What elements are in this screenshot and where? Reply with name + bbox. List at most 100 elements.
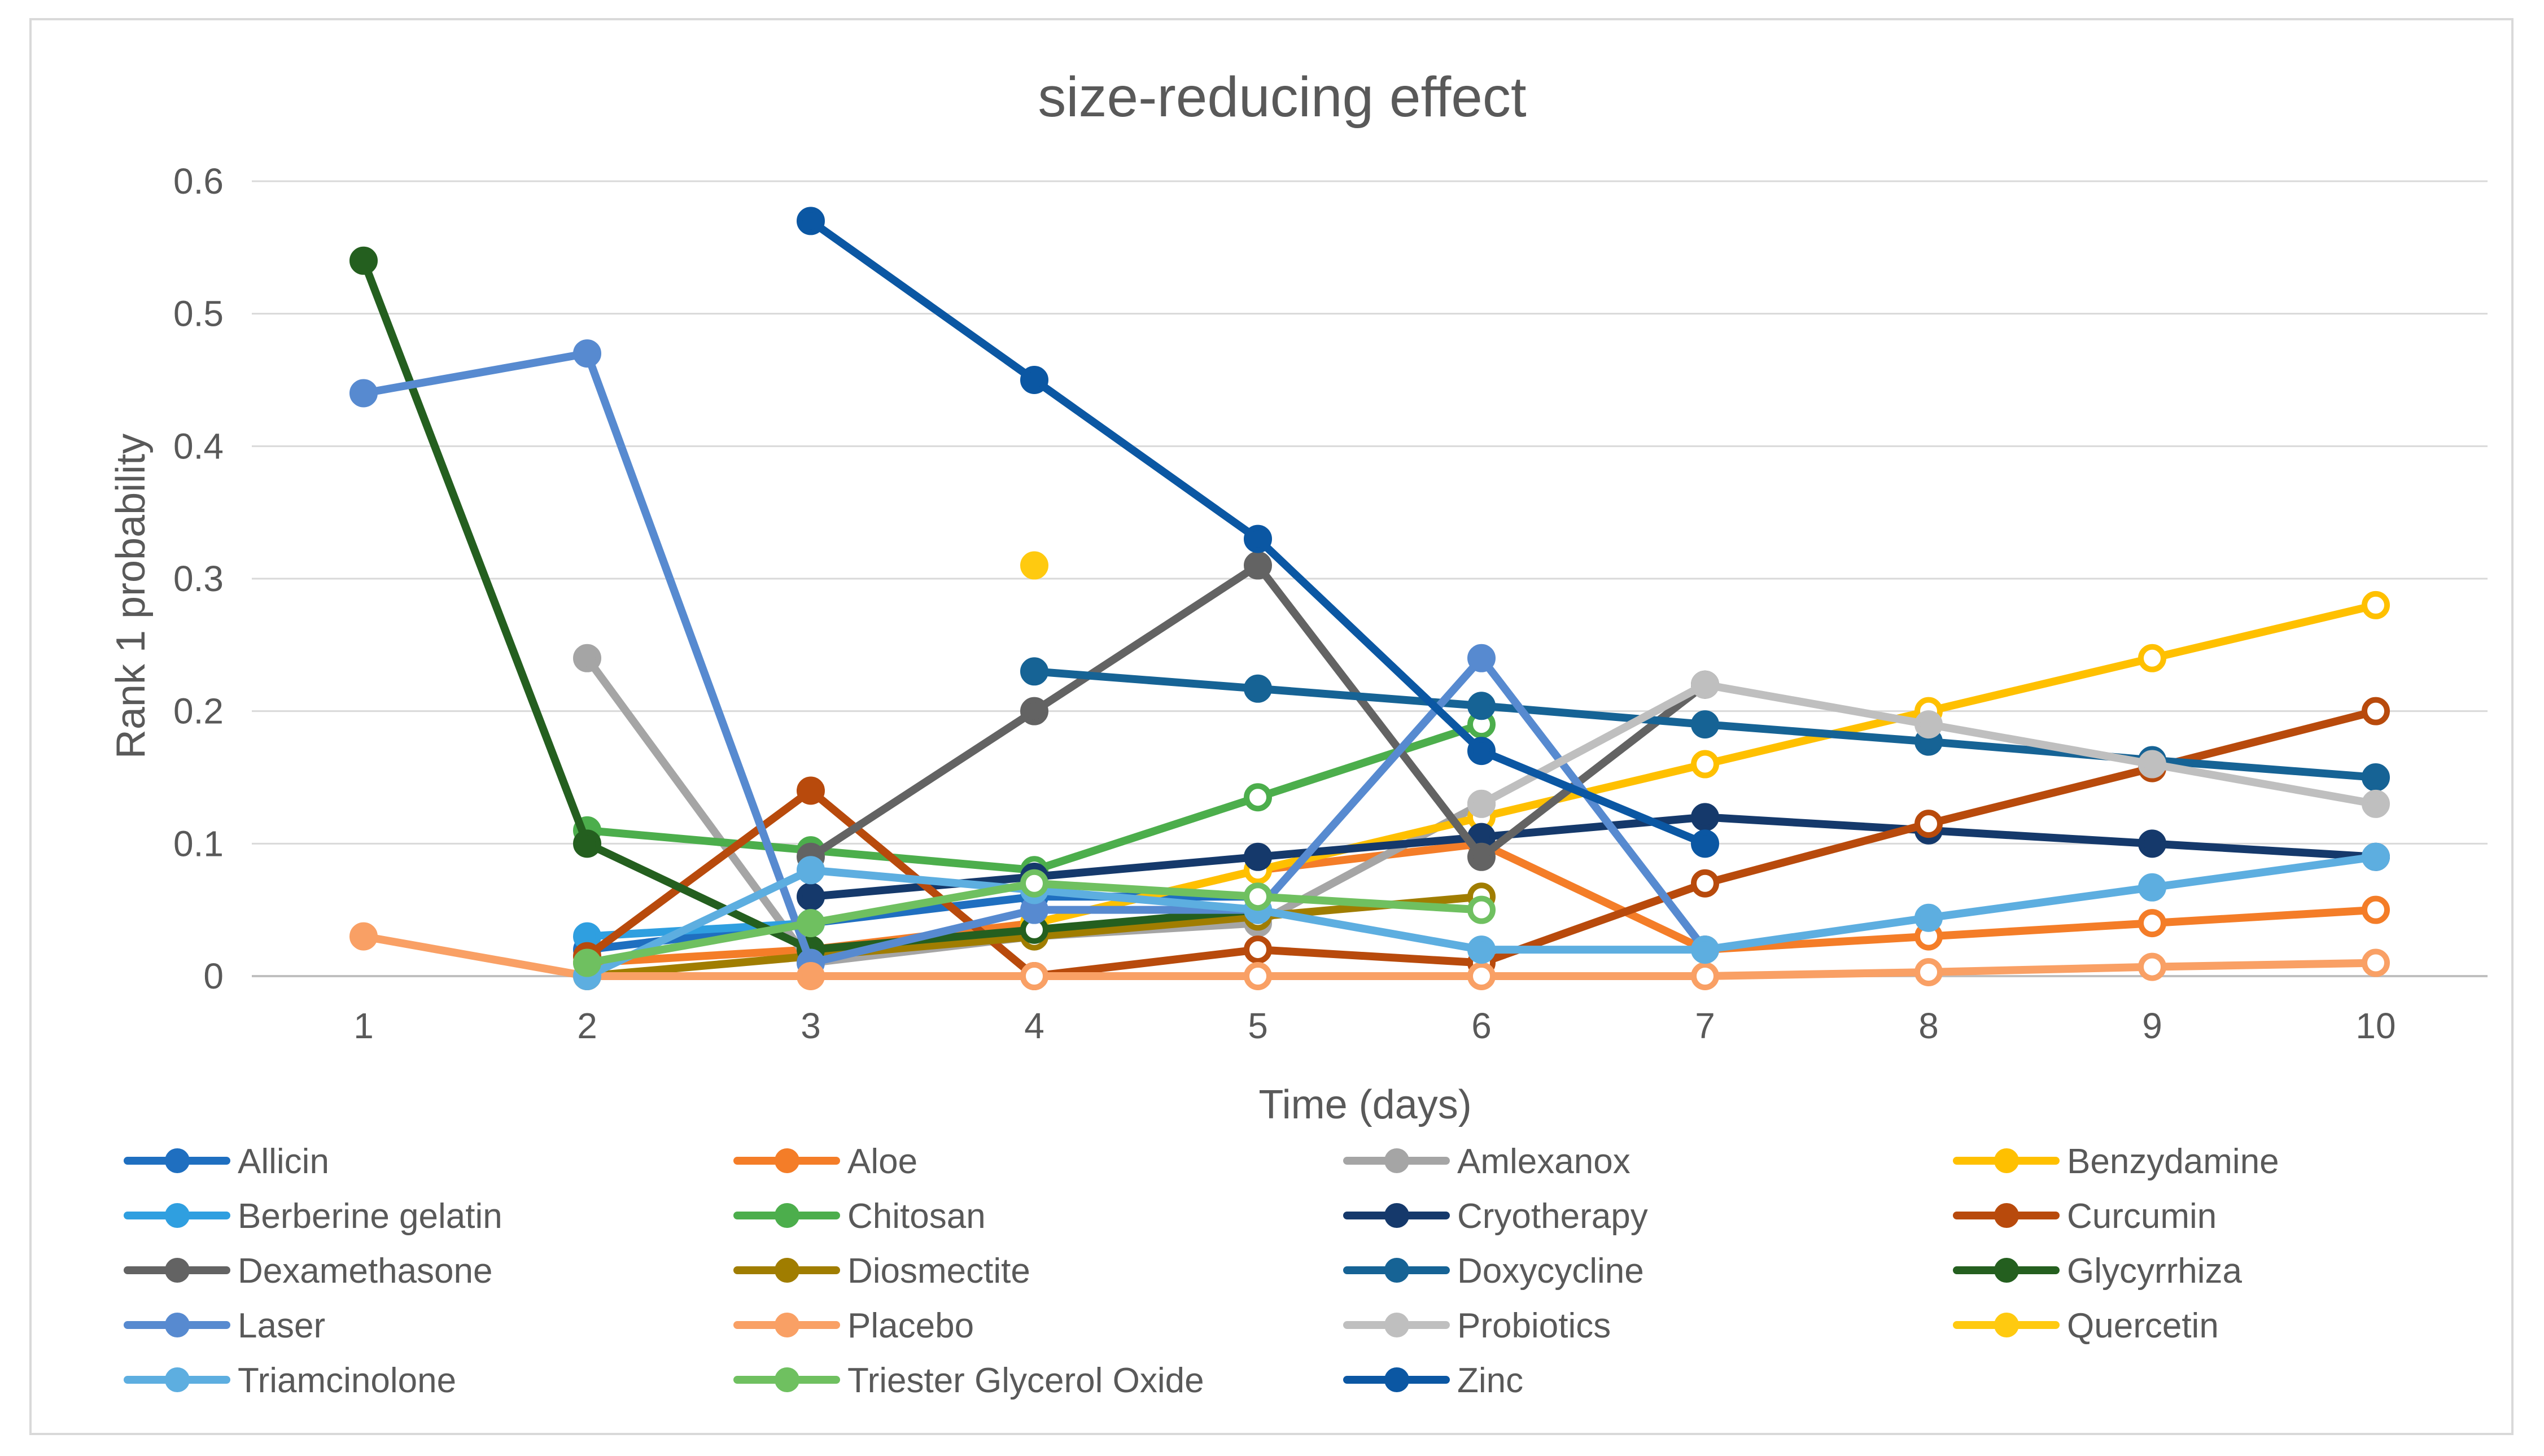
data-point [2362, 697, 2390, 725]
legend-label: Allicin [238, 1142, 329, 1181]
data-point [349, 922, 378, 951]
data-point [2138, 644, 2166, 672]
legend-item: Berberine gelatin [124, 1197, 502, 1236]
legend-label: Glycyrrhiza [2067, 1252, 2243, 1291]
legend-marker [1994, 1258, 2019, 1283]
legend-item: Zinc [1343, 1361, 1523, 1400]
data-point [1244, 674, 1272, 703]
y-tick-label: 0 [203, 956, 224, 996]
x-tick-label: 6 [1471, 1005, 1492, 1046]
y-tick-label: 0.2 [173, 691, 224, 732]
legend-item: Laser [124, 1306, 325, 1345]
data-point [1691, 962, 1719, 990]
legend-marker [775, 1148, 799, 1173]
legend-marker [775, 1313, 799, 1337]
series-line [807, 813, 2380, 901]
data-point [1020, 869, 1048, 898]
data-point [1691, 803, 1719, 832]
x-tick-label: 3 [801, 1005, 821, 1046]
x-tick-label: 9 [2142, 1005, 2162, 1046]
data-point [1691, 869, 1719, 898]
legend-label: Aloe [847, 1142, 917, 1181]
legend-item: Curcumin [1953, 1197, 2217, 1236]
legend-item: Aloe [733, 1142, 917, 1181]
data-point [797, 856, 825, 885]
legend-item: Cryotherapy [1343, 1197, 1648, 1236]
series-dexamethasone [797, 551, 1719, 871]
legend-item: Triamcinolone [124, 1361, 456, 1400]
legend-label: Laser [238, 1306, 325, 1345]
data-point [1691, 710, 1719, 739]
legend-label: Dexamethasone [238, 1252, 493, 1291]
axes: 0 0.1 0.2 0.3 0.4 0.5 0.6 1 2 3 4 5 6 7 8 9 10 [173, 161, 2396, 1046]
chart-frame: size-reducing effect 0 0.1 0.2 0.3 0.4 0.5 0.6… [29, 18, 2514, 1435]
data-point [1020, 962, 1048, 990]
legend-marker [1384, 1203, 1409, 1228]
x-tick-label: 1 [353, 1005, 374, 1046]
legend-item: Doxycycline [1343, 1252, 1644, 1291]
data-point [2362, 789, 2390, 818]
data-point [2362, 842, 2390, 871]
legend-marker [165, 1148, 190, 1173]
data-point [1691, 750, 1719, 779]
series-quercetin [1020, 551, 1048, 580]
data-point [573, 829, 601, 858]
legend-marker [1384, 1367, 1409, 1392]
legend-item: Probiotics [1343, 1306, 1611, 1345]
x-tick-label: 2 [577, 1005, 597, 1046]
legend-label: Probiotics [1457, 1306, 1611, 1345]
data-point [1020, 366, 1048, 394]
data-point [1244, 551, 1272, 580]
y-axis-title: Rank 1 probability [108, 434, 154, 759]
data-point [1914, 810, 1943, 838]
legend-label: Chitosan [847, 1197, 986, 1236]
data-point [2362, 948, 2390, 977]
data-point [2138, 829, 2166, 858]
x-tick-label: 7 [1695, 1005, 1715, 1046]
legend-item: Amlexanox [1343, 1142, 1631, 1181]
data-point [2138, 952, 2166, 981]
data-point [1467, 737, 1496, 766]
legend-marker [165, 1313, 190, 1337]
data-point [1244, 882, 1272, 911]
data-point [2362, 591, 2390, 619]
legend-marker [165, 1258, 190, 1283]
legend-label: Curcumin [2067, 1197, 2217, 1236]
data-point [2362, 763, 2390, 792]
series-probiotics [1467, 670, 2390, 818]
legend-label: Benzydamine [2067, 1142, 2279, 1181]
data-point [2138, 873, 2166, 902]
data-point [1467, 644, 1496, 672]
data-point [1467, 895, 1496, 924]
legend-label: Cryotherapy [1457, 1197, 1648, 1236]
data-point [1467, 962, 1496, 990]
data-point [1467, 935, 1496, 964]
legend-marker [1994, 1148, 2019, 1173]
legend: Allicin Aloe Amlexanox Benzydamine Berberine… [124, 1142, 2279, 1400]
data-point [1467, 842, 1496, 871]
data-point [1691, 670, 1719, 699]
data-point [797, 776, 825, 805]
data-point [1020, 551, 1048, 580]
legend-item: Dexamethasone [124, 1252, 493, 1291]
series-triester-glycerol-oxide [573, 869, 1496, 977]
data-point [1467, 789, 1496, 818]
data-point [1914, 957, 1943, 986]
x-tick-label: 10 [2355, 1005, 2396, 1046]
x-tick-label: 4 [1024, 1005, 1044, 1046]
data-point [797, 882, 825, 911]
data-point [349, 246, 378, 275]
legend-marker [1384, 1313, 1409, 1337]
data-point [2138, 750, 2166, 779]
y-tick-label: 0.3 [173, 558, 224, 599]
legend-item: Benzydamine [1953, 1142, 2279, 1181]
legend-label: Amlexanox [1457, 1142, 1631, 1181]
data-point [1020, 697, 1048, 725]
data-point [1691, 935, 1719, 964]
legend-item: Quercetin [1953, 1306, 2219, 1345]
data-point [1244, 783, 1272, 812]
legend-marker [775, 1367, 799, 1392]
data-point [1244, 962, 1272, 990]
y-tick-label: 0.1 [173, 823, 224, 864]
data-point [797, 962, 825, 990]
